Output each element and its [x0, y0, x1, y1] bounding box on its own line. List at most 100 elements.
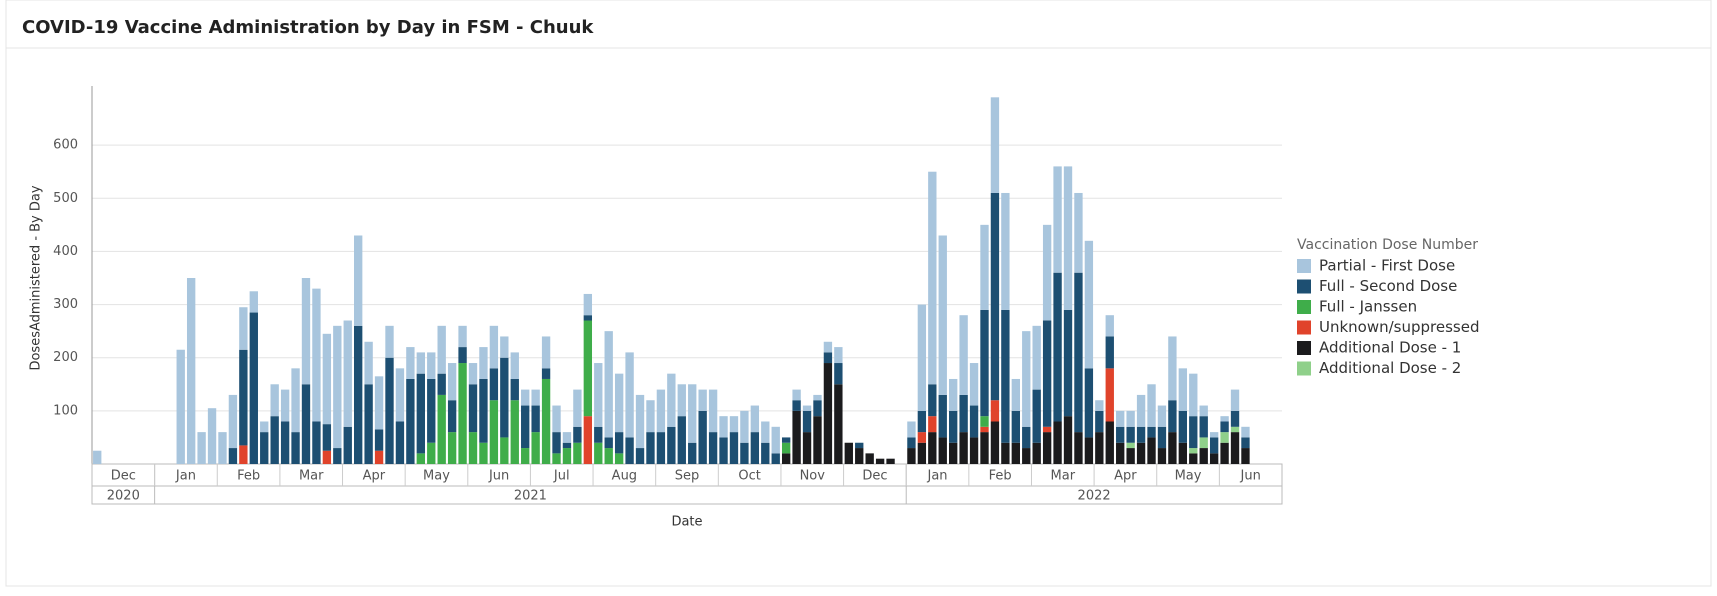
bar-segment — [1105, 336, 1114, 369]
bar-segment — [1074, 272, 1083, 433]
legend-label: Full - Janssen — [1319, 298, 1417, 316]
bar-segment — [583, 320, 593, 417]
bar-segment — [792, 400, 801, 411]
month-label: Sep — [675, 469, 700, 484]
bar-segment — [1157, 448, 1167, 464]
bar-segment — [604, 448, 613, 464]
bar-segment — [938, 394, 947, 438]
bar-segment — [458, 363, 467, 464]
bar-segment — [301, 278, 311, 385]
bar-segment — [802, 432, 812, 464]
month-label: Apr — [363, 469, 386, 484]
bar-segment — [468, 363, 478, 385]
bar-segment — [980, 416, 989, 427]
bar-segment — [1199, 416, 1208, 438]
bar-segment — [781, 453, 791, 464]
month-label: May — [1175, 469, 1202, 484]
bar-segment — [364, 341, 373, 385]
bar-segment — [1011, 442, 1020, 464]
legend-label: Unknown/suppressed — [1319, 318, 1480, 336]
bar-segment — [771, 426, 780, 454]
bar-segment — [1053, 166, 1062, 273]
bar-segment — [1209, 432, 1219, 438]
bar-segment — [1136, 394, 1146, 427]
legend-label: Additional Dose - 2 — [1319, 359, 1461, 377]
bar-segment — [427, 352, 436, 379]
bar-segment — [813, 394, 822, 401]
legend-swatch — [1297, 259, 1311, 273]
bar-segment — [489, 368, 499, 401]
month-label: Mar — [1051, 469, 1076, 484]
bar-segment — [416, 373, 425, 454]
bar-segment — [823, 363, 833, 464]
bar-segment — [291, 432, 300, 464]
bar-segment — [260, 432, 269, 464]
x-axis-box — [91, 463, 1283, 505]
bar-segment — [489, 325, 499, 369]
bar-segment — [1209, 453, 1219, 464]
bar-segment — [562, 448, 572, 464]
bar-segment — [354, 235, 363, 326]
bar-segment — [1001, 309, 1010, 443]
month-label: Jan — [927, 469, 948, 484]
bar-segment — [280, 421, 290, 464]
bar-segment — [907, 448, 916, 464]
bar-segment — [792, 389, 801, 401]
bar-segment — [928, 384, 937, 417]
bar-segment — [740, 410, 749, 443]
bar-segment — [949, 442, 958, 464]
bar-segment — [479, 442, 488, 464]
bar-segment — [1178, 410, 1188, 443]
bar-segment — [437, 325, 446, 374]
bar-segment — [1126, 410, 1135, 427]
bar-segment — [510, 400, 519, 464]
bar-segment — [500, 357, 509, 438]
y-axis-label: DosesAdministered - By Day — [29, 185, 44, 370]
month-label: May — [423, 469, 450, 484]
bar-segment — [1241, 437, 1250, 449]
bar-segment — [614, 453, 624, 464]
bar-segment — [1001, 442, 1010, 464]
month-label: Jan — [175, 469, 196, 484]
bar-segment — [385, 357, 394, 464]
bar-segment — [406, 347, 415, 379]
bar-segment — [990, 421, 1000, 464]
bar-segment — [447, 400, 457, 433]
bar-segment — [980, 426, 989, 433]
bar-segment — [1042, 426, 1052, 433]
bar-segment — [875, 458, 885, 464]
bar-segment — [1189, 373, 1198, 417]
bar-segment — [1063, 416, 1073, 464]
bar-segment — [980, 309, 989, 417]
bar-segment — [552, 432, 561, 454]
bar-segment — [270, 384, 279, 417]
bar-segment — [322, 333, 332, 425]
bar-segment — [207, 408, 217, 464]
bar-segment — [928, 416, 937, 433]
bar-segment — [969, 363, 979, 406]
bar-segment — [1199, 405, 1208, 417]
bar-segment — [928, 432, 937, 464]
bar-segment — [698, 410, 707, 464]
bar-segment — [1209, 437, 1219, 454]
bar-segment — [1053, 272, 1062, 422]
legend-swatch — [1297, 279, 1311, 294]
bar-segment — [698, 389, 707, 411]
bar-segment — [583, 293, 593, 316]
bar-segment — [374, 429, 384, 451]
bar-segment — [1105, 315, 1114, 337]
month-label: Mar — [299, 469, 324, 484]
bar-segment — [374, 450, 384, 464]
bar-segment — [969, 437, 979, 464]
bar-segment — [1241, 426, 1250, 438]
bar-segment — [1084, 368, 1094, 438]
bar-segment — [510, 378, 519, 401]
bar-segment — [865, 453, 874, 464]
x-axis-label: Date — [671, 515, 702, 530]
bar-segment — [1178, 368, 1188, 411]
bar-segment — [1199, 448, 1208, 464]
bar-segment — [197, 432, 206, 464]
bar-segment — [406, 378, 415, 464]
y-tick-label: 600 — [53, 138, 78, 153]
